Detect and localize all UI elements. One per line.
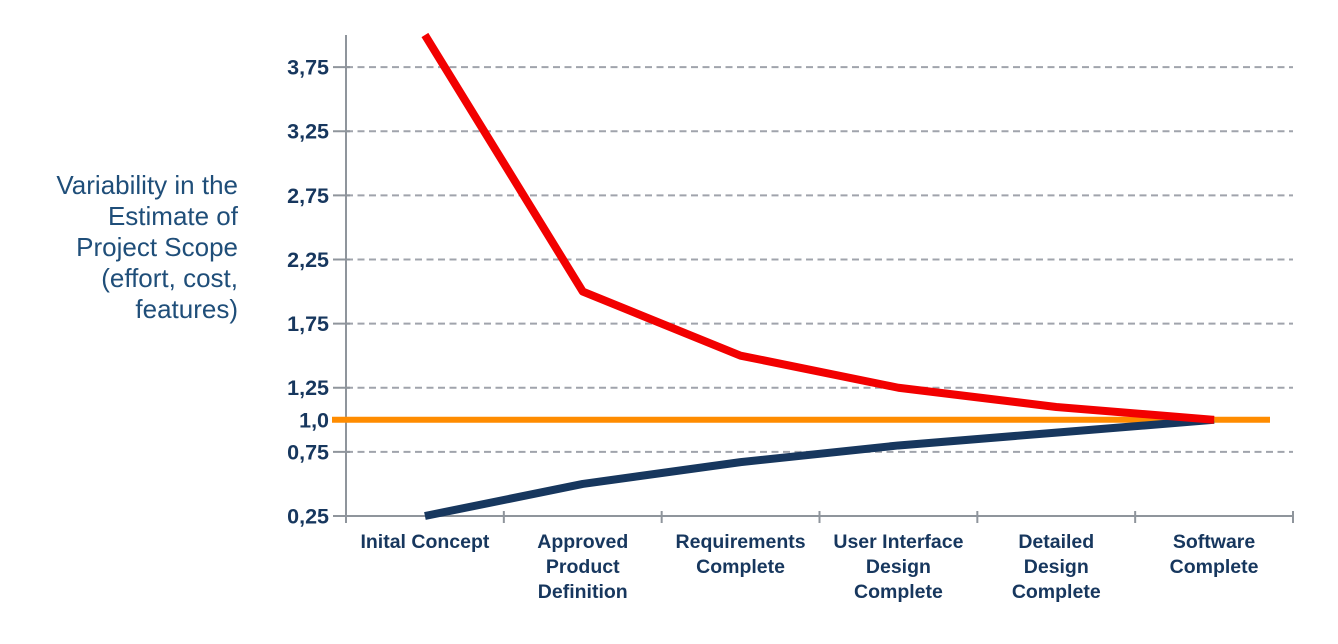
y-axis-title: Variability in the Estimate of Project S… [56, 170, 238, 324]
y-tick-label: 2,75 [287, 184, 329, 208]
y-tick-label: 0,75 [287, 440, 329, 464]
series-upper-estimate-range [421, 32, 1215, 424]
y-tick-label: 3,25 [287, 120, 329, 144]
y-tick-label: 1,0 [299, 408, 329, 432]
y-tick-label: 1,25 [287, 376, 329, 400]
x-category-label: Requirements Complete [676, 531, 806, 578]
y-tick-label: 3,75 [287, 56, 329, 80]
y-tick-label: 0,25 [287, 505, 329, 529]
x-category-label: Approved Product Definition [537, 531, 628, 603]
y-tick-label: 2,25 [287, 248, 329, 272]
series-lower-estimate-range [424, 415, 1215, 520]
x-category-label: Detailed Design Complete [1012, 531, 1101, 603]
y-tick-label: 1,75 [287, 312, 329, 336]
x-category-label: User Interface Design Complete [833, 531, 963, 603]
x-category-label: Inital Concept [360, 531, 489, 553]
x-category-label: Software Complete [1170, 531, 1259, 578]
